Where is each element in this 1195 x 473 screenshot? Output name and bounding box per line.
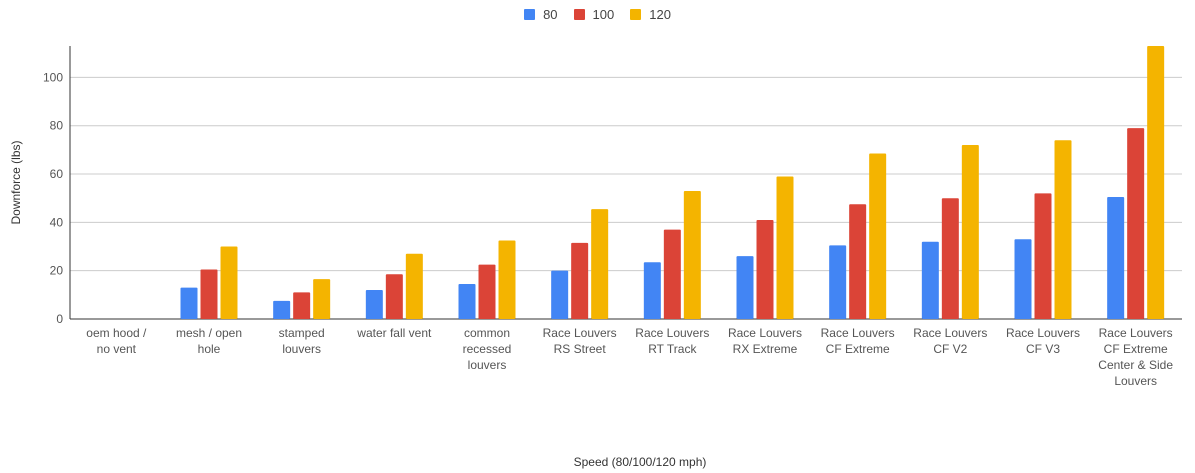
bar-100 [849,204,867,319]
x-tick-label: Race Louvers RT Track [635,326,709,356]
bar-100 [385,274,403,319]
bar-100 [200,269,218,319]
bar-120 [498,240,516,319]
legend-label: 80 [543,7,558,22]
x-tick-label: Race Louvers RX Extreme [728,326,802,356]
bar-120 [1147,46,1165,319]
x-tick-label-line: CF V2 [933,342,967,356]
legend-item-100: 100 [573,7,615,22]
bar-80 [458,283,476,319]
y-tick-label: 100 [43,70,63,84]
x-tick-label-line: mesh / open [176,326,242,340]
legend-swatch [630,9,642,20]
legend-item-80: 80 [524,7,558,22]
x-tick-label-line: louvers [468,358,507,372]
bar-80 [829,245,847,319]
bar-80 [1014,239,1032,319]
bar-120 [776,176,794,319]
legend: 80 100 120 [0,7,1195,22]
x-tick-label-line: no vent [97,342,137,356]
bar-100 [1127,128,1145,319]
x-tick-label-line: Race Louvers [821,326,895,340]
x-axis-title: Speed (80/100/120 mph) [574,455,707,469]
y-tick-label: 20 [50,264,64,278]
x-tick-label-line: Race Louvers [1099,326,1173,340]
x-tick-label-line: hole [198,342,221,356]
x-tick-label-line: stamped [279,326,325,340]
x-tick-label-line: Center & Side [1098,358,1173,372]
bar-80 [273,300,291,319]
bar-120 [869,153,887,319]
legend-label: 120 [649,7,671,22]
bar-100 [1034,193,1052,319]
bar-120 [1054,140,1072,319]
bar-120 [405,253,423,319]
bar-120 [220,246,238,319]
y-tick-label: 40 [50,215,64,229]
x-tick-label-line: CF Extreme [826,342,890,356]
legend-label: 100 [592,7,615,22]
legend-swatch [524,9,536,20]
x-tick-label-line: CF V3 [1026,342,1060,356]
x-tick-label-line: Race Louvers [728,326,802,340]
x-tick-label-line: recessed [463,342,512,356]
x-tick-label-line: Race Louvers [913,326,987,340]
y-tick-label: 60 [50,167,64,181]
x-tick-label: Race Louvers CF V3 [1006,326,1080,356]
bar-100 [293,292,311,319]
x-tick-label: Race Louvers CF V2 [913,326,987,356]
bar-80 [365,290,383,319]
x-tick-label-line: CF Extreme [1104,342,1168,356]
bar-80 [551,270,569,319]
bar-120 [961,145,979,319]
x-tick-label-line: common [464,326,510,340]
y-tick-label: 0 [56,312,63,326]
bar-100 [941,198,959,319]
x-tick-label-line: louvers [282,342,321,356]
x-tick-label-line: Race Louvers [1006,326,1080,340]
bar-80 [736,256,754,319]
bar-100 [478,264,496,319]
bar-80 [180,287,198,319]
legend-swatch [573,9,585,20]
x-tick-label: stamped louvers [279,326,325,356]
bar-80 [921,241,939,319]
bar-120 [313,279,331,319]
y-tick-label: 80 [50,119,64,133]
bar-100 [571,242,589,319]
x-tick-label-line: water fall vent [356,326,432,340]
x-tick-label-line: RT Track [648,342,697,356]
bar-120 [683,190,701,319]
x-tick-label: Race Louvers CF Extreme Center & Side Louve… [1098,326,1173,388]
x-tick-label-line: oem hood / [86,326,147,340]
x-tick-label-line: RX Extreme [733,342,798,356]
x-tick-label-line: RS Street [554,342,607,356]
x-tick-label: mesh / open hole [176,326,242,356]
bar-80 [1107,196,1125,319]
bar-100 [663,229,681,319]
bar-100 [756,219,774,319]
x-tick-label: water fall vent [356,326,432,340]
legend-item-120: 120 [630,7,671,22]
x-tick-label-line: Race Louvers [635,326,709,340]
x-tick-label-line: Race Louvers [543,326,617,340]
y-axis-title: Downforce (lbs) [9,140,23,224]
bar-120 [591,209,609,319]
x-tick-label: common recessed louvers [463,326,512,372]
x-tick-label: Race Louvers CF Extreme [821,326,895,356]
bar-80 [643,262,661,319]
x-tick-label: oem hood / no vent [86,326,147,356]
x-tick-label: Race Louvers RS Street [543,326,617,356]
x-tick-label-line: Louvers [1114,374,1157,388]
